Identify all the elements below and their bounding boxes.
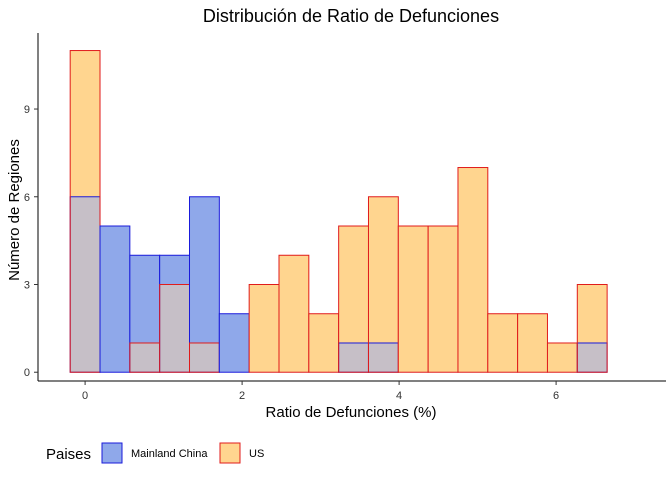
bar-outline-us: [457, 167, 489, 373]
bar-us: [487, 313, 518, 373]
bar-mainland-china: [219, 313, 250, 373]
bar-overlap: [338, 342, 369, 373]
bar-us: [308, 313, 339, 373]
chart-title: Distribución de Ratio de Defunciones: [203, 6, 499, 26]
y-tick-label: 9: [24, 104, 30, 116]
bar-mainland-china: [100, 226, 130, 373]
x-axis-title: Ratio de Defunciones (%): [266, 404, 437, 421]
legend-key-mainland-china: [101, 442, 123, 464]
bar-overlap: [70, 196, 101, 373]
bar-us: [278, 255, 309, 373]
bar-us: [249, 284, 279, 373]
bar-overlap: [368, 342, 399, 373]
x-tick-label: 2: [239, 390, 245, 402]
bar-us: [547, 342, 578, 373]
bar-outline-us: [69, 50, 101, 373]
bar-overlap: [129, 342, 160, 373]
x-ticks: 0 2 4 6: [82, 381, 559, 402]
y-tick-label: 3: [24, 279, 30, 291]
legend-title: Paises: [46, 446, 91, 463]
bar-overlap: [189, 342, 220, 373]
legend-label-mainland-china: Mainland China: [131, 448, 208, 460]
y-ticks: 0 3 6 9: [24, 104, 38, 379]
legend-key-us: [219, 442, 241, 464]
bar-outline-us: [576, 283, 608, 373]
legend: Paises Mainland China US: [46, 442, 264, 464]
x-tick-label: 0: [82, 390, 88, 402]
bar-overlap: [159, 284, 190, 373]
bar-us: [428, 226, 458, 373]
bar-us: [457, 167, 488, 373]
bar-overlap: [577, 342, 608, 373]
y-tick-label: 0: [24, 367, 30, 379]
bar-us: [398, 226, 429, 373]
bar-us: [517, 313, 548, 373]
bars-layer: [69, 50, 608, 373]
legend-label-us: US: [249, 448, 264, 460]
x-tick-label: 6: [553, 390, 559, 402]
x-tick-label: 4: [396, 390, 402, 402]
y-axis-title: Número de Regiones: [6, 139, 23, 281]
y-tick-label: 6: [24, 192, 30, 204]
